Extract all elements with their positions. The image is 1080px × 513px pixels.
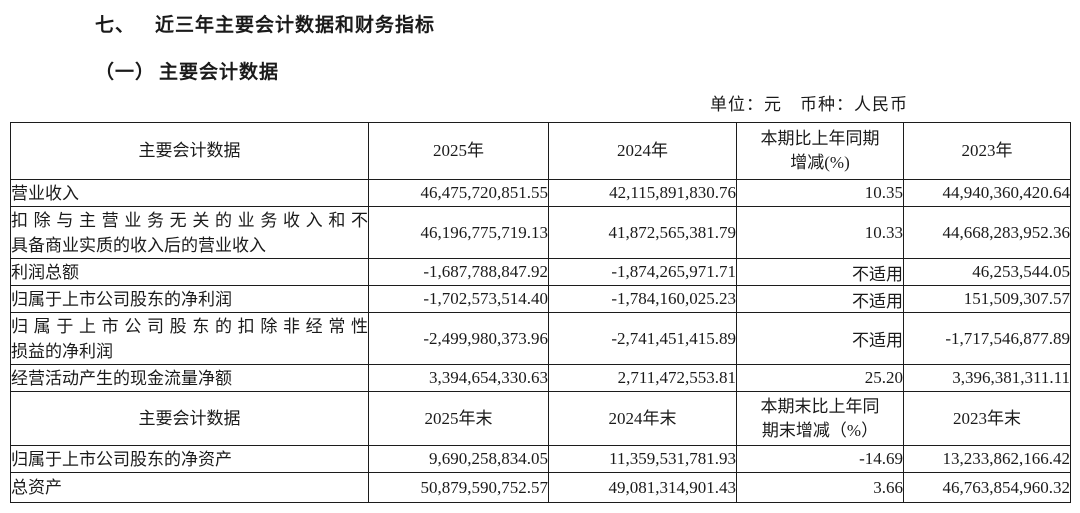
header-2023-end: 2023年末 [903,391,1071,446]
header-2024: 2024年 [548,122,737,180]
value-2023-end: 46,763,854,960.32 [903,472,1071,503]
section-number: 七、 [95,15,136,36]
header-change-pct: 本期比上年同期 增减(%) [736,122,904,180]
header-2023: 2023年 [903,122,1071,180]
header-2025-end: 2025年末 [368,391,549,446]
row-label: 扣除与主营业务无关的业务收入和不 具备商业实质的收入后的营业收入 [10,206,369,259]
header-metric: 主要会计数据 [10,391,369,446]
value-change-pct: 不适用 [736,258,904,286]
value-2025-end: 50,879,590,752.57 [368,472,549,503]
value-2023: 44,668,283,952.36 [903,206,1071,259]
header-end-change-line1: 本期末比上年同 [760,396,880,416]
row-label: 归属于上市公司股东的扣除非经常性 损益的净利润 [10,312,369,365]
row-label-line2: 损益的净利润 [11,341,114,361]
row-label: 归属于上市公司股东的净利润 [10,285,369,313]
value-2024: 41,872,565,381.79 [548,206,737,259]
value-end-change-pct: 3.66 [736,472,904,503]
row-label: 营业收入 [10,179,369,207]
header-end-change-line2: 期末增减（%） [761,420,879,440]
value-2025: 46,196,775,719.13 [368,206,549,259]
value-change-pct: 不适用 [736,285,904,313]
table-row: 归属于上市公司股东的扣除非经常性 损益的净利润 -2,499,980,373.9… [10,312,1071,365]
value-2025: 3,394,654,330.63 [368,364,549,392]
row-label: 经营活动产生的现金流量净额 [10,364,369,392]
value-2023: 151,509,307.57 [903,285,1071,313]
table-row: 总资产 50,879,590,752.57 49,081,314,901.43 … [10,472,1071,503]
row-label: 归属于上市公司股东的净资产 [10,445,369,473]
header-end-change-pct: 本期末比上年同 期末增减（%） [736,391,904,446]
table-row: 经营活动产生的现金流量净额 3,394,654,330.63 2,711,472… [10,364,1071,392]
table-row: 归属于上市公司股东的净利润 -1,702,573,514.40 -1,784,1… [10,285,1071,313]
table-row: 扣除与主营业务无关的业务收入和不 具备商业实质的收入后的营业收入 46,196,… [10,206,1071,259]
value-2023: 44,940,360,420.64 [903,179,1071,207]
value-2023: 46,253,544.05 [903,258,1071,286]
value-2024: -1,784,160,025.23 [548,285,737,313]
value-change-pct: 10.33 [736,206,904,259]
value-2024: 42,115,891,830.76 [548,179,737,207]
value-2023-end: 13,233,862,166.42 [903,445,1071,473]
section-title: 近三年主要会计数据和财务指标 [155,15,436,36]
unit-currency-note: 单位：元 币种：人民币 [710,95,908,114]
table-row: 营业收入 46,475,720,851.55 42,115,891,830.76… [10,179,1071,207]
value-2025: 46,475,720,851.55 [368,179,549,207]
row-label: 利润总额 [10,258,369,286]
value-2024: 2,711,472,553.81 [548,364,737,392]
subsection-heading: （一） 主要会计数据 [95,57,279,84]
value-2023: 3,396,381,311.11 [903,364,1071,392]
value-end-change-pct: -14.69 [736,445,904,473]
row-label: 总资产 [10,472,369,503]
row-label-line1: 归属于上市公司股东的扣除非经常性 [11,316,368,336]
value-2024-end: 11,359,531,781.93 [548,445,737,473]
subsection-title: 主要会计数据 [159,62,280,83]
section-heading: 七、 近三年主要会计数据和财务指标 [95,10,435,37]
header-2025: 2025年 [368,122,549,180]
value-2023: -1,717,546,877.89 [903,312,1071,365]
value-change-pct: 10.35 [736,179,904,207]
value-2025: -1,687,788,847.92 [368,258,549,286]
header-2024-end: 2024年末 [548,391,737,446]
table-row: 利润总额 -1,687,788,847.92 -1,874,265,971.71… [10,258,1071,286]
row-label-line1: 扣除与主营业务无关的业务收入和不 [11,210,368,230]
value-2024-end: 49,081,314,901.43 [548,472,737,503]
value-change-pct: 25.20 [736,364,904,392]
value-2024: -1,874,265,971.71 [548,258,737,286]
value-2025: -1,702,573,514.40 [368,285,549,313]
value-2025: -2,499,980,373.96 [368,312,549,365]
table-header-row-period-end: 主要会计数据 2025年末 2024年末 本期末比上年同 期末增减（%） 202… [10,391,1071,446]
table-header-row-annual: 主要会计数据 2025年 2024年 本期比上年同期 增减(%) 2023年 [10,122,1071,180]
header-change-line2: 增减(%) [790,153,850,172]
value-2025-end: 9,690,258,834.05 [368,445,549,473]
accounting-data-table: 主要会计数据 2025年 2024年 本期比上年同期 增减(%) 2023年 营… [10,122,1071,503]
header-metric: 主要会计数据 [10,122,369,180]
table-row: 归属于上市公司股东的净资产 9,690,258,834.05 11,359,53… [10,445,1071,473]
header-change-line1: 本期比上年同期 [760,129,880,148]
subsection-number: （一） [95,62,156,83]
row-label-line2: 具备商业实质的收入后的营业收入 [11,235,267,255]
value-2024: -2,741,451,415.89 [548,312,737,365]
value-change-pct: 不适用 [736,312,904,365]
